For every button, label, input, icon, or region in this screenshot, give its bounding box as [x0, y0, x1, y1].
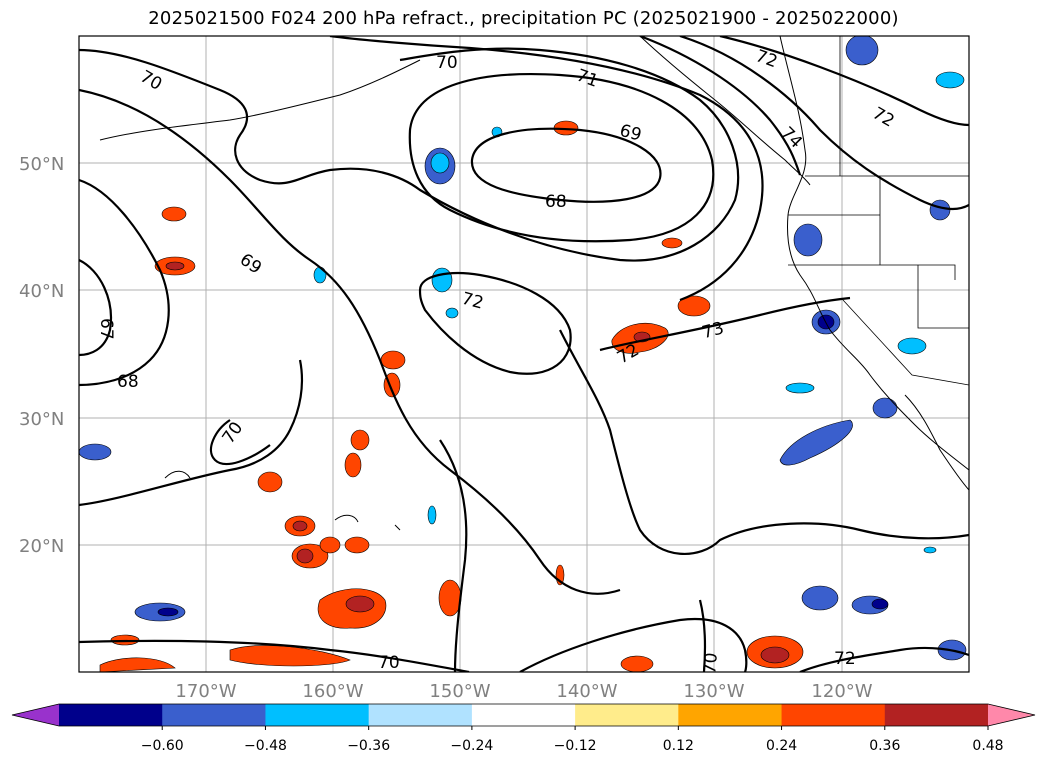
- colorbar-extend-high: [988, 704, 1035, 726]
- lon-label: 160°W: [302, 681, 363, 702]
- lat-label: 40°N: [19, 281, 64, 302]
- latitude-labels: 50°N 40°N 30°N 20°N: [19, 154, 64, 557]
- colorbar-segment: [575, 704, 679, 726]
- colorbar-segment: [678, 704, 783, 726]
- map-title: 2025021500 F024 200 hPa refract., precip…: [148, 8, 899, 29]
- lon-label: 170°W: [175, 681, 236, 702]
- colorbar-tick-label: 0.24: [766, 738, 797, 754]
- plot-frame: [78, 35, 970, 673]
- colorbar-tick-label: −0.60: [141, 738, 184, 754]
- boundaries: [788, 36, 969, 386]
- lon-label: 150°W: [429, 681, 490, 702]
- colorbar-segment: [368, 704, 473, 726]
- contour-label: 67: [96, 318, 116, 340]
- lat-label: 30°N: [19, 409, 64, 430]
- colorbar-tick-label: 0.12: [663, 738, 694, 754]
- colorbar-segment: [265, 704, 370, 726]
- colorbar-segment: [781, 704, 886, 726]
- lat-label: 20°N: [19, 536, 64, 557]
- colorbar-tick-label: −0.24: [450, 738, 493, 754]
- colorbar-extend-low: [12, 704, 59, 726]
- lat-label: 50°N: [19, 154, 64, 175]
- lon-label: 140°W: [556, 681, 617, 702]
- colorbar-segment: [471, 704, 576, 726]
- contour-label: 70: [436, 53, 458, 73]
- coastlines: [99, 36, 969, 531]
- lon-label: 120°W: [811, 681, 872, 702]
- longitude-labels: 170°W 160°W 150°W 140°W 130°W 120°W: [175, 681, 872, 702]
- contour-label: 70: [378, 653, 400, 673]
- colorbar: −0.60 −0.48 −0.36 −0.24 −0.12 0.12 0.24 0.36 0.4…: [11, 703, 1036, 754]
- colorbar-segment: [59, 704, 163, 726]
- gridlines: [79, 36, 969, 672]
- colorbar-segment: [884, 704, 989, 726]
- contour-label: 72: [834, 649, 856, 669]
- colorbar-segment: [162, 704, 266, 726]
- contour-label: 68: [117, 372, 139, 392]
- lon-label: 130°W: [683, 681, 744, 702]
- refractivity-contours: [79, 36, 969, 672]
- colorbar-tick-label: −0.12: [554, 738, 597, 754]
- colorbar-tick-label: −0.48: [244, 738, 287, 754]
- colorbar-outline: [11, 703, 1036, 727]
- contour-label: 68: [545, 192, 567, 212]
- colorbar-tick-label: −0.36: [347, 738, 390, 754]
- plot-area: [79, 36, 969, 672]
- colorbar-tick-label: 0.48: [972, 738, 1003, 754]
- colorbar-tick-label: 0.36: [869, 738, 900, 754]
- contour-label: 70: [700, 652, 722, 675]
